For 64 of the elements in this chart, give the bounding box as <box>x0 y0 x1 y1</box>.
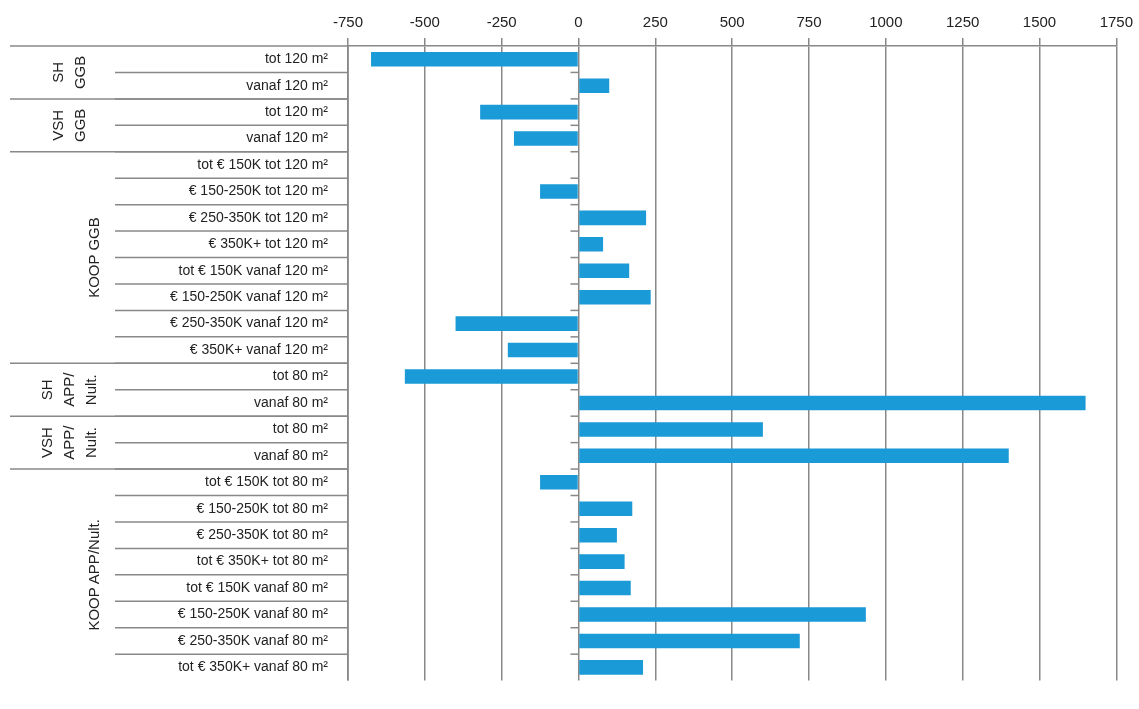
y-tick-label: € 150-250K vanaf 120 m² <box>170 288 329 305</box>
bar <box>507 342 578 358</box>
bar <box>579 633 800 649</box>
text: VSH GGB <box>49 108 89 142</box>
bar <box>540 184 578 199</box>
bar <box>579 263 630 279</box>
text: VSH APP/ Nult. <box>38 424 100 460</box>
x-tick-label: 250 <box>642 13 668 31</box>
bar <box>579 422 763 437</box>
bar <box>579 395 1086 411</box>
x-tick-label: 1250 <box>945 13 980 31</box>
bar <box>579 527 617 543</box>
x-tick-label: 500 <box>719 13 745 31</box>
bar <box>579 448 1009 464</box>
y-tick-label: tot € 150K tot 120 m² <box>197 155 329 172</box>
x-tick-label: -250 <box>486 13 517 31</box>
bar <box>579 554 625 569</box>
y-tick-label: vanaf 120 m² <box>246 129 329 146</box>
text: KOOP APP/Nult. <box>85 519 103 631</box>
bar <box>513 131 578 146</box>
text: SH GGB <box>49 55 89 90</box>
y-tick-label: tot 80 m² <box>272 420 329 437</box>
bar <box>455 316 578 331</box>
y-tick-label: € 350K+ vanaf 120 m² <box>189 340 329 357</box>
bar <box>579 289 651 305</box>
y-tick-label: tot 80 m² <box>272 367 329 384</box>
x-tick-label: 1000 <box>869 13 903 31</box>
bar <box>480 104 578 120</box>
bar <box>579 78 610 93</box>
bar <box>579 660 644 675</box>
bar <box>579 237 604 252</box>
y-tick-label: € 250-350K vanaf 80 m² <box>177 631 329 648</box>
y-tick-label: vanaf 80 m² <box>254 393 329 410</box>
bar <box>579 607 866 622</box>
x-tick-label: -750 <box>332 13 364 31</box>
y-tick-label: tot € 350K+ tot 80 m² <box>196 552 329 569</box>
y-tick-label: € 250-350K vanaf 120 m² <box>170 314 329 331</box>
x-tick-label: 1750 <box>1099 13 1133 31</box>
bar <box>579 210 647 226</box>
y-tick-label: vanaf 80 m² <box>254 446 329 463</box>
x-tick-label: -500 <box>409 13 440 31</box>
x-tick-label: 750 <box>796 13 822 31</box>
y-tick-label: tot 120 m² <box>264 50 329 67</box>
y-tick-label: € 250-350K tot 120 m² <box>188 208 329 225</box>
y-tick-label: tot € 150K vanaf 120 m² <box>178 261 329 278</box>
bar <box>579 580 631 596</box>
y-tick-label: € 250-350K tot 80 m² <box>196 526 329 543</box>
y-tick-label: tot € 150K tot 80 m² <box>205 473 329 490</box>
text: SH APP/ Nult. <box>38 371 100 407</box>
bar <box>540 475 578 490</box>
bar <box>371 51 578 67</box>
y-tick-label: tot 120 m² <box>264 102 329 119</box>
y-tick-label: vanaf 120 m² <box>246 76 329 93</box>
x-tick-label: 0 <box>574 13 583 31</box>
bar <box>404 369 578 384</box>
x-tick-label: 1500 <box>1022 13 1057 31</box>
y-tick-label: € 350K+ tot 120 m² <box>208 235 329 252</box>
y-tick-label: € 150-250K tot 80 m² <box>196 499 329 516</box>
y-tick-label: € 150-250K tot 120 m² <box>188 182 329 199</box>
y-tick-label: € 150-250K vanaf 80 m² <box>177 605 329 622</box>
y-tick-label: tot € 350K+ vanaf 80 m² <box>178 658 329 675</box>
y-tick-label: tot € 150K vanaf 80 m² <box>186 578 329 595</box>
text: KOOP GGB <box>85 217 103 298</box>
bar <box>579 501 633 516</box>
